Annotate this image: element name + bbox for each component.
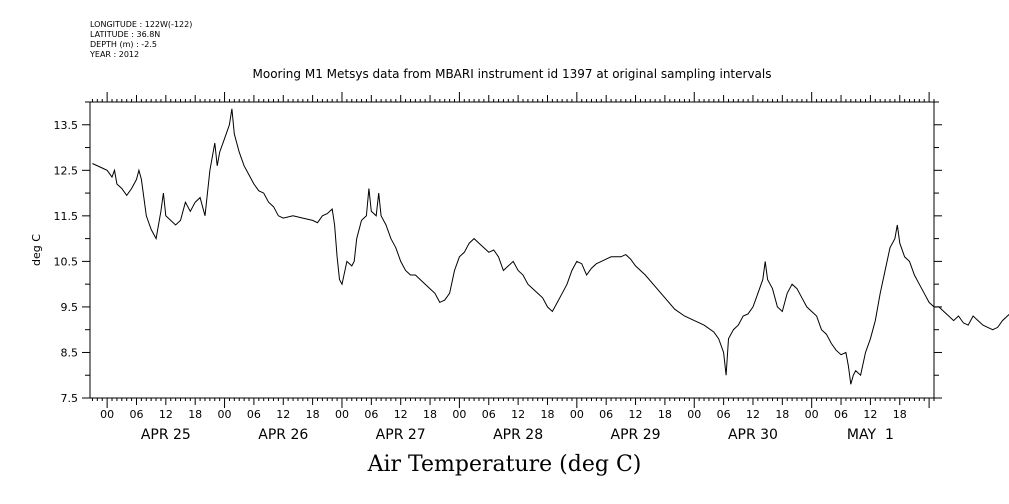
depth-label: DEPTH (m) : -2.5 xyxy=(90,40,157,49)
chart-title: Mooring M1 Metsys data from MBARI instru… xyxy=(252,67,772,81)
x-hour-label: 18 xyxy=(893,408,907,421)
y-tick-label: 9.5 xyxy=(61,301,79,314)
x-hour-label: 18 xyxy=(423,408,437,421)
x-hour-label: 00 xyxy=(687,408,701,421)
x-day-label: APR 29 xyxy=(611,427,661,443)
year-label: YEAR : 2012 xyxy=(90,50,140,59)
tick-marks xyxy=(82,92,942,408)
y-tick-label: 7.5 xyxy=(61,392,79,405)
y-tick-label: 8.5 xyxy=(61,346,79,359)
x-day-label: APR 25 xyxy=(141,427,191,443)
x-hour-label: 00 xyxy=(570,408,584,421)
plot-frame xyxy=(89,101,935,399)
series-line-air-temperature xyxy=(92,108,1009,385)
x-hour-label: 12 xyxy=(276,408,290,421)
x-hour-label: 06 xyxy=(834,408,848,421)
x-hour-label: 18 xyxy=(658,408,672,421)
x-hour-label: 06 xyxy=(129,408,143,421)
x-hour-label: 06 xyxy=(717,408,731,421)
x-hour-label: 06 xyxy=(482,408,496,421)
y-axis-label: deg C xyxy=(30,234,43,266)
x-hour-label: 18 xyxy=(188,408,202,421)
x-day-label: APR 27 xyxy=(376,427,426,443)
x-day-label: APR 30 xyxy=(728,427,778,443)
longitude-label: LONGITUDE : 122W(-122) xyxy=(90,20,193,29)
x-day-label: APR 28 xyxy=(493,427,543,443)
x-tick-labels: 00 06 12 18 APR 25 00 06 12 18 APR 26 00 06 12 18 APR … xyxy=(100,408,907,443)
x-axis-title: Air Temperature (deg C) xyxy=(367,452,642,477)
x-hour-label: 06 xyxy=(364,408,378,421)
metadata-block: LONGITUDE : 122W(-122) LATITUDE : 36.8N … xyxy=(90,20,192,60)
x-hour-label: 12 xyxy=(863,408,877,421)
y-tick-labels: 7.5 8.5 9.5 10.5 11.5 12.5 13.5 xyxy=(54,119,79,405)
y-tick-label: 11.5 xyxy=(54,210,79,223)
x-hour-label: 00 xyxy=(452,408,466,421)
x-hour-label: 12 xyxy=(629,408,643,421)
x-hour-label: 00 xyxy=(335,408,349,421)
x-hour-label: 00 xyxy=(805,408,819,421)
x-hour-label: 06 xyxy=(599,408,613,421)
x-hour-label: 06 xyxy=(247,408,261,421)
x-hour-label: 00 xyxy=(100,408,114,421)
x-hour-label: 12 xyxy=(746,408,760,421)
x-hour-label: 00 xyxy=(218,408,232,421)
y-tick-label: 13.5 xyxy=(54,119,79,132)
x-hour-label: 18 xyxy=(306,408,320,421)
line-chart: 7.5 8.5 9.5 10.5 11.5 12.5 13.5 00 06 12 18 APR 25… xyxy=(30,92,1009,443)
x-hour-label: 18 xyxy=(775,408,789,421)
y-tick-label: 12.5 xyxy=(54,164,79,177)
x-hour-label: 12 xyxy=(394,408,408,421)
x-hour-label: 18 xyxy=(540,408,554,421)
x-day-label: APR 26 xyxy=(258,427,308,443)
x-hour-label: 12 xyxy=(159,408,173,421)
x-day-label: MAY 1 xyxy=(847,427,894,443)
x-hour-label: 12 xyxy=(511,408,525,421)
latitude-label: LATITUDE : 36.8N xyxy=(90,30,161,39)
y-tick-label: 10.5 xyxy=(54,255,79,268)
